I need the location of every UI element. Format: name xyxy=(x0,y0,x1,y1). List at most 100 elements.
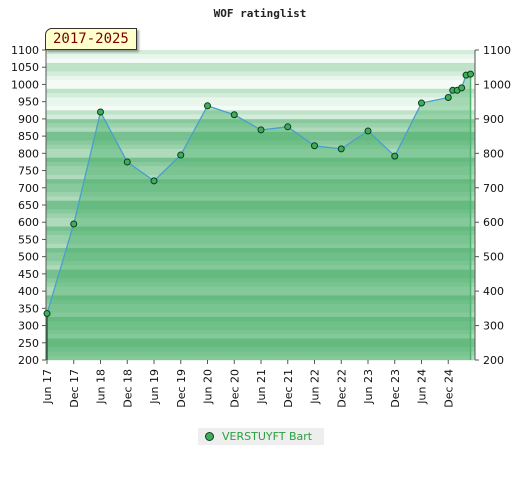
plot-band xyxy=(46,80,475,85)
data-point xyxy=(257,126,265,134)
plot-band xyxy=(46,239,475,245)
x-tick-label: Dec 19 xyxy=(175,369,188,408)
plot-band xyxy=(46,170,475,176)
plot-band xyxy=(46,144,475,150)
plot-band xyxy=(46,54,475,59)
plot-band xyxy=(46,75,475,81)
plot-band xyxy=(46,334,475,339)
x-tick-label: Dec 17 xyxy=(68,369,81,408)
y-tick-label-left: 700 xyxy=(18,182,39,195)
y-tick-label-left: 200 xyxy=(18,354,39,367)
year-range-badge: 2017-2025 xyxy=(45,28,137,50)
plot-band xyxy=(46,58,475,64)
x-tick-label: Jun 23 xyxy=(362,369,375,405)
plot-band xyxy=(46,222,475,227)
plot-band xyxy=(46,252,475,257)
y-tick-label-left: 1100 xyxy=(11,44,39,57)
plot-band xyxy=(46,88,475,94)
plot-band xyxy=(46,105,475,111)
y-tick-label-left: 950 xyxy=(18,96,39,109)
plot-band xyxy=(46,114,475,120)
y-tick-label-left: 750 xyxy=(18,165,39,178)
plot-band xyxy=(46,67,475,72)
plot-band xyxy=(46,235,475,240)
plot-band xyxy=(46,174,475,180)
y-tick-label-right: 500 xyxy=(483,251,504,264)
legend: VERSTUYFT Bart xyxy=(198,428,324,445)
data-point xyxy=(70,220,78,228)
x-tick-label: Dec 20 xyxy=(228,369,241,408)
y-tick-label-left: 550 xyxy=(18,233,39,246)
x-tick-label: Jun 19 xyxy=(148,369,161,405)
plot-band xyxy=(46,316,475,322)
plot-band xyxy=(46,118,475,124)
data-point xyxy=(284,123,292,131)
plot-band xyxy=(46,140,475,146)
data-point xyxy=(337,145,345,153)
y-tick-label-right: 200 xyxy=(483,354,504,367)
data-point xyxy=(364,127,372,135)
data-point xyxy=(177,151,185,159)
plot-band xyxy=(46,166,475,171)
series-area xyxy=(47,74,471,360)
x-tick-label: Dec 23 xyxy=(389,369,402,408)
y-tick-label-left: 450 xyxy=(18,268,39,281)
plot-band xyxy=(46,295,475,301)
plot-band xyxy=(46,213,475,219)
plot-band xyxy=(46,205,475,210)
plot-band xyxy=(46,325,475,331)
plot-band xyxy=(46,351,475,356)
x-tick-label: Jun 20 xyxy=(202,369,215,405)
plot-band xyxy=(46,196,475,201)
plot-band xyxy=(46,183,475,189)
data-point xyxy=(458,84,466,92)
plot-band xyxy=(46,355,475,361)
x-tick-label: Jun 24 xyxy=(416,369,429,405)
x-tick-label: Jun 18 xyxy=(95,369,108,405)
plot-band xyxy=(46,93,475,98)
x-tick-label: Dec 18 xyxy=(121,369,134,408)
y-tick-label-right: 900 xyxy=(483,113,504,126)
plot-band xyxy=(46,97,475,102)
plot-band xyxy=(46,269,475,275)
plot-band xyxy=(46,209,475,214)
plot-band xyxy=(46,131,475,137)
data-point xyxy=(311,142,318,150)
plot-band xyxy=(46,136,475,141)
x-tick-label: Jun 21 xyxy=(255,369,268,405)
plot-band xyxy=(46,192,475,197)
plot-band xyxy=(46,282,475,288)
x-tick-label: Dec 21 xyxy=(282,369,295,408)
plot-band xyxy=(46,265,475,270)
plot-band xyxy=(46,217,475,223)
y-tick-label-right: 1000 xyxy=(483,78,511,91)
y-tick-label-left: 1050 xyxy=(11,61,39,74)
plot-band xyxy=(46,149,475,154)
plot-band xyxy=(46,71,475,77)
plot-band xyxy=(46,153,475,158)
plot-band xyxy=(46,338,475,344)
chart-title: WOF ratinglist xyxy=(214,7,307,20)
plot-band xyxy=(46,179,475,184)
plot-band xyxy=(46,230,475,236)
plot-band xyxy=(46,62,475,68)
data-points xyxy=(43,70,475,317)
y-tick-label-right: 600 xyxy=(483,216,504,229)
plot-band xyxy=(46,321,475,326)
y-tick-label-left: 250 xyxy=(18,337,39,350)
plot-band xyxy=(46,200,475,206)
y-tick-label-left: 850 xyxy=(18,130,39,143)
data-point xyxy=(391,152,399,160)
legend-marker-icon xyxy=(205,432,214,441)
y-tick-label-right: 700 xyxy=(483,182,504,195)
plot-band xyxy=(46,50,475,55)
y-tick-label-left: 400 xyxy=(18,285,39,298)
y-tick-label-left: 350 xyxy=(18,302,39,315)
data-point xyxy=(467,70,475,78)
plot-band xyxy=(46,308,475,313)
plot-band xyxy=(46,342,475,348)
y-tick-label-left: 900 xyxy=(18,113,39,126)
plot-band xyxy=(46,123,475,128)
x-tick-label: Dec 22 xyxy=(335,369,348,408)
